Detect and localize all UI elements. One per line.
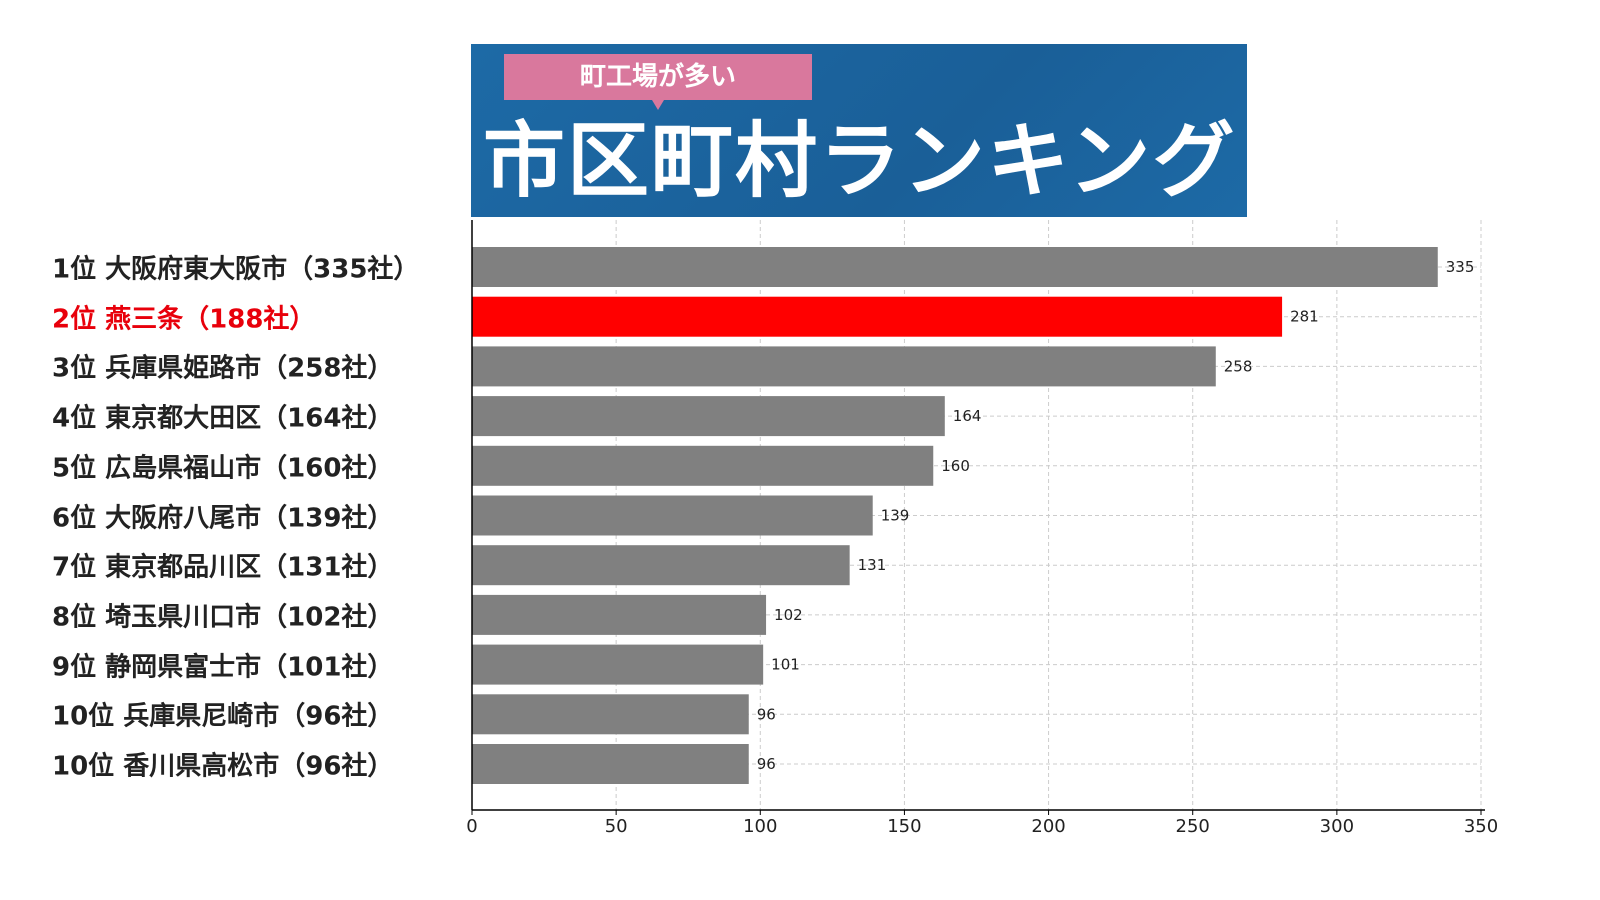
bar: [472, 445, 934, 486]
category-label: 9位 静岡県富士市（101社）: [52, 652, 394, 683]
bar: [472, 346, 1216, 387]
category-label: 8位 埼玉県川口市（102社）: [52, 602, 394, 633]
category-label: 2位 燕三条（188社）: [52, 304, 316, 335]
data-label: 102: [774, 606, 803, 624]
x-tick-label: 300: [1320, 816, 1354, 837]
category-label: 6位 大阪府八尾市（139社）: [52, 503, 394, 533]
bar: [472, 644, 764, 685]
data-label: 101: [771, 656, 800, 674]
bar: [472, 495, 873, 536]
category-label: 5位 広島県福山市（160社）: [52, 453, 394, 484]
category-label: 10位 香川県高松市（96社）: [52, 751, 394, 782]
category-label: 1位 大阪府東大阪市（335社）: [52, 254, 420, 285]
title-banner: 町工場が多い 市区町村ランキング: [471, 44, 1247, 217]
bar: [472, 247, 1438, 287]
data-label: 131: [858, 556, 887, 574]
x-tick-label: 100: [743, 816, 777, 837]
data-label: 164: [953, 407, 982, 425]
bar: [472, 694, 749, 735]
bar: [472, 545, 850, 586]
data-label: 96: [757, 705, 776, 723]
x-tick-label: 250: [1176, 816, 1210, 837]
bar: [472, 296, 1283, 337]
category-label: 10位 兵庫県尼崎市（96社）: [52, 701, 394, 732]
page-title: 市区町村ランキング: [483, 114, 1237, 209]
subtitle-badge: 町工場が多い: [504, 54, 812, 110]
category-label: 4位 東京都大田区（164社）: [52, 403, 394, 434]
data-label: 139: [881, 507, 910, 525]
data-label: 96: [757, 755, 776, 773]
data-label: 258: [1224, 357, 1253, 375]
bar: [472, 744, 749, 784]
bar: [472, 594, 767, 635]
x-tick-label: 350: [1464, 816, 1498, 837]
category-label: 7位 東京都品川区（131社）: [52, 552, 394, 583]
x-tick-label: 150: [887, 816, 921, 837]
data-label: 281: [1290, 308, 1319, 326]
data-label: 335: [1446, 258, 1475, 276]
x-tick-label: 200: [1031, 816, 1065, 837]
x-tick-label: 50: [605, 816, 628, 837]
bar: [472, 396, 945, 437]
x-tick-label: 0: [466, 816, 477, 837]
category-label: 3位 兵庫県姫路市（258社）: [52, 353, 394, 384]
data-label: 160: [941, 457, 970, 475]
